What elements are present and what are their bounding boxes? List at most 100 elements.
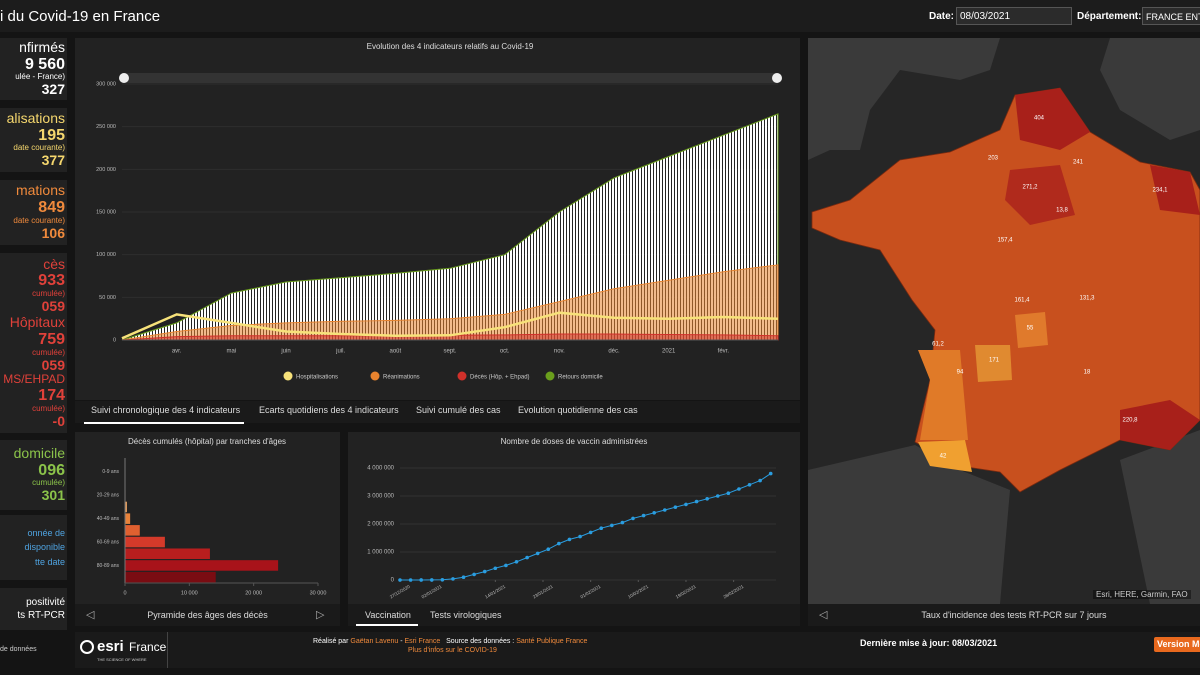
bar (125, 525, 140, 536)
icu-panel: mations 849 date courante) 106 (0, 180, 67, 245)
x-tick-label: nov. (554, 349, 565, 355)
point (429, 578, 434, 582)
date-label: Date: (929, 11, 955, 22)
legend-swatch[interactable] (370, 371, 380, 381)
map-label: 55 (1027, 326, 1034, 332)
point (599, 526, 604, 530)
tab-bar (75, 401, 800, 423)
y-tick-label: 80-89 ans (97, 563, 120, 569)
tab[interactable]: Evolution quotidienne des cas (518, 405, 638, 415)
link[interactable]: Santé Publique France (516, 638, 588, 645)
note: onnée de (27, 527, 65, 538)
land (1100, 38, 1200, 140)
area-series (121, 113, 779, 341)
y-tick-label: 0-9 ans (102, 469, 119, 475)
link[interactable]: Esri France (404, 638, 441, 645)
bar (125, 513, 131, 524)
point (747, 483, 752, 487)
y-tick-label: 100 000 (96, 252, 116, 258)
land (808, 38, 1000, 160)
point (652, 511, 656, 515)
map-label: 404 (1034, 116, 1045, 122)
tab[interactable]: Ecarts quotidiens des 4 indicateurs (259, 405, 399, 415)
point (737, 487, 741, 491)
value: 377 (41, 153, 65, 169)
label: domicile (13, 445, 65, 461)
point (440, 578, 445, 582)
x-tick-label: 19/02/2021 (675, 584, 697, 600)
tab[interactable]: Tests virologiques (430, 610, 502, 620)
point (398, 578, 402, 582)
line-series (400, 473, 771, 581)
map-label: 157,4 (997, 238, 1013, 244)
chart-title: Nombre de doses de vaccin administrées (501, 437, 648, 446)
x-tick-label: 20 000 (245, 590, 262, 596)
x-tick-label: déc. (608, 349, 620, 355)
age-footer (75, 604, 340, 626)
tab[interactable]: Suivi cumulé des cas (416, 405, 501, 415)
y-tick-label: 4 000 000 (367, 466, 394, 472)
point (588, 530, 593, 535)
slider-handle[interactable] (119, 73, 129, 83)
vaccine-chart-panel (348, 432, 800, 604)
note: disponible (24, 542, 65, 553)
map-label: 61,2 (932, 342, 944, 348)
area-fill (121, 113, 779, 341)
map-label: 94 (957, 370, 964, 376)
chart-title: Décès cumulés (hôpital) par tranches d'â… (128, 437, 286, 446)
link[interactable]: Gaëtan Lavenu (350, 638, 399, 645)
prev-arrow[interactable]: ◁ (86, 609, 95, 621)
prev-arrow[interactable]: ◁ (819, 609, 828, 621)
sources-note: de données (0, 646, 37, 653)
x-tick-label: juin (280, 349, 290, 355)
logo: esri France THE SCIENCE OF WHERE (75, 632, 168, 668)
department-low (918, 350, 968, 440)
tab[interactable]: Vaccination (365, 610, 411, 620)
legend-label: Retours domicile (558, 375, 603, 381)
label: mations (15, 183, 65, 199)
logo-country: France (129, 640, 167, 654)
next-arrow[interactable]: ▷ (316, 609, 325, 621)
logo-globe (80, 640, 94, 654)
x-tick-label: avr. (172, 349, 182, 355)
version-button[interactable]: Version Mo (1154, 637, 1200, 652)
tab[interactable]: Suivi chronologique des 4 indicateurs (91, 405, 241, 415)
hospital-panel: alisations 195 date courante) 377 (0, 108, 67, 172)
y-tick-label: 40-49 ans (97, 516, 120, 522)
bar (125, 571, 216, 583)
legend-label: Réanimations (383, 375, 420, 381)
text: - (400, 638, 403, 645)
y-tick-label: 0 (113, 337, 116, 343)
map-label: 42 (940, 454, 947, 460)
label: alisations (6, 110, 65, 126)
note: cumulée) (32, 348, 65, 357)
slider-handle[interactable] (772, 73, 782, 83)
point (419, 578, 423, 582)
map-attribution: Esri, HERE, Garmin, FAO (1093, 590, 1191, 599)
y-tick-label: 0 (391, 578, 395, 584)
point (631, 516, 635, 521)
point (504, 563, 508, 568)
area-series (121, 333, 779, 341)
value: 759 (38, 330, 65, 348)
legend-swatch[interactable] (545, 371, 555, 381)
department-high (1005, 165, 1075, 225)
map-label: 203 (988, 156, 999, 162)
x-tick-label: 01/02/2021 (579, 584, 601, 600)
legend-swatch[interactable] (457, 371, 467, 381)
label: MS/EHPAD (3, 373, 65, 387)
legend-swatch[interactable] (283, 371, 293, 381)
x-tick-label: 30 000 (310, 590, 327, 596)
department-label: Département: (1077, 11, 1142, 22)
date-input[interactable]: 08/03/2021 (956, 7, 1072, 25)
positivity-panel: positivité ts RT-PCR (0, 588, 67, 630)
note: cumulée) (32, 479, 65, 488)
legend-label: Décès (Hôp. + Ehpad) (470, 375, 530, 381)
value: 933 (38, 272, 65, 290)
point (726, 491, 731, 496)
link[interactable]: Plus d'infos sur le COVID-19 (408, 647, 497, 654)
note: date courante) (13, 144, 65, 153)
area-fill (121, 333, 779, 341)
department-select[interactable]: FRANCE ENT (1142, 7, 1200, 25)
label: nfirmés (19, 39, 65, 55)
